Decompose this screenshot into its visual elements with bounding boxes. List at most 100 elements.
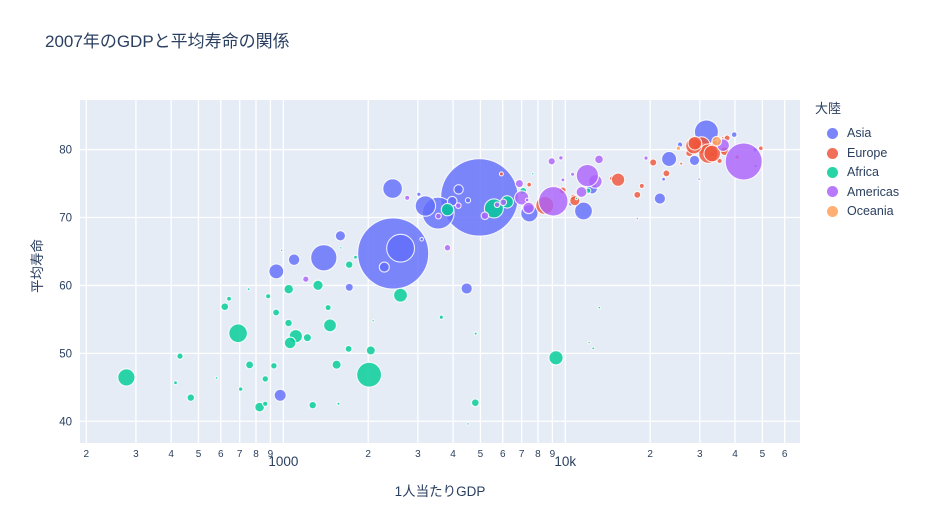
bubble-new-zealand[interactable] bbox=[675, 145, 682, 151]
bubble-united-kingdom[interactable] bbox=[703, 144, 722, 163]
bubble-poland[interactable] bbox=[610, 172, 626, 187]
bubble-namibia[interactable] bbox=[473, 331, 478, 336]
bubble-hungary[interactable] bbox=[633, 190, 642, 199]
bubble-rwanda[interactable] bbox=[261, 375, 270, 383]
bubble-ecuador[interactable] bbox=[514, 179, 524, 189]
bubble-slovenia[interactable] bbox=[679, 161, 684, 166]
bubble-panama[interactable] bbox=[560, 177, 566, 183]
bubble-chile[interactable] bbox=[594, 154, 604, 165]
bubble-brazil[interactable] bbox=[538, 186, 569, 217]
bubble-gambia[interactable] bbox=[246, 287, 251, 292]
bubble-mozambique[interactable] bbox=[254, 401, 265, 413]
bubble-mali[interactable] bbox=[284, 318, 293, 328]
bubble-jamaica[interactable] bbox=[524, 197, 530, 203]
bubble-slovak-republic[interactable] bbox=[638, 182, 645, 189]
bubble-nigeria[interactable] bbox=[356, 361, 383, 388]
bubble-burkina-faso[interactable] bbox=[302, 333, 312, 343]
bubble-congo-dem-rep[interactable] bbox=[117, 368, 136, 387]
bubble-kenya[interactable] bbox=[323, 318, 337, 333]
bubble-korea-rep[interactable] bbox=[661, 150, 678, 168]
bubble-cambodia[interactable] bbox=[344, 282, 354, 292]
bubble-peru[interactable] bbox=[522, 201, 535, 215]
bubble-comoros[interactable] bbox=[279, 248, 284, 253]
bubble-zambia[interactable] bbox=[308, 400, 317, 410]
bubble-mexico[interactable] bbox=[575, 163, 600, 188]
bubble-yemen-rep[interactable] bbox=[378, 261, 390, 273]
bubble-puerto-rico[interactable] bbox=[643, 155, 649, 161]
bubble-mongolia[interactable] bbox=[419, 236, 425, 242]
bubble-vietnam[interactable] bbox=[382, 178, 403, 199]
bubble-haiti[interactable] bbox=[302, 275, 310, 283]
legend-item-africa[interactable]: Africa bbox=[813, 163, 899, 182]
bubble-south-africa[interactable] bbox=[548, 350, 564, 366]
bubble-niger[interactable] bbox=[220, 302, 230, 312]
bubble-mauritania[interactable] bbox=[353, 254, 358, 260]
bubble-iran[interactable] bbox=[574, 201, 593, 221]
bubble-nepal[interactable] bbox=[287, 253, 301, 266]
bubble-morocco[interactable] bbox=[440, 202, 455, 217]
bubble-madagascar[interactable] bbox=[283, 283, 294, 295]
bubble-spain[interactable] bbox=[687, 135, 703, 151]
bubble-albania[interactable] bbox=[498, 171, 504, 177]
bubble-czech-republic[interactable] bbox=[662, 169, 671, 178]
bubble-central-african-republic[interactable] bbox=[237, 386, 244, 392]
bubble-dominican-republic[interactable] bbox=[499, 198, 508, 207]
bubble-colombia[interactable] bbox=[514, 190, 530, 206]
bubble-guatemala[interactable] bbox=[480, 211, 490, 221]
bubble-trinidad-and-tobago[interactable] bbox=[635, 216, 640, 221]
bubble-mauritius[interactable] bbox=[574, 196, 579, 201]
bubble-uruguay[interactable] bbox=[570, 171, 576, 177]
bubble-liberia[interactable] bbox=[173, 380, 178, 386]
legend-item-oceania[interactable]: Oceania bbox=[813, 202, 899, 221]
bubble-congo-rep[interactable] bbox=[438, 314, 444, 320]
plot-area[interactable] bbox=[80, 100, 800, 443]
bubble-philippines[interactable] bbox=[414, 195, 437, 217]
bubble-chad[interactable] bbox=[344, 344, 353, 353]
bubble-guinea[interactable] bbox=[272, 308, 281, 317]
bubble-sudan[interactable] bbox=[393, 287, 408, 303]
bubble-venezuela[interactable] bbox=[575, 186, 588, 198]
bubble-angola[interactable] bbox=[470, 398, 480, 408]
bubble-bolivia[interactable] bbox=[443, 243, 452, 252]
bubble-el-salvador[interactable] bbox=[493, 201, 501, 209]
bubble-pakistan[interactable] bbox=[386, 233, 416, 263]
bubble-united-states[interactable] bbox=[724, 142, 763, 181]
bubble-cuba[interactable] bbox=[547, 157, 556, 166]
bubble-norway[interactable] bbox=[757, 145, 764, 152]
bubble-equatorial-guinea[interactable] bbox=[587, 340, 591, 345]
bubble-swaziland[interactable] bbox=[466, 422, 470, 426]
bubble-bosnia-and-herzegovina[interactable] bbox=[526, 181, 533, 188]
bubble-ghana[interactable] bbox=[312, 279, 324, 291]
bubble-malawi[interactable] bbox=[245, 360, 255, 370]
bubble-senegal[interactable] bbox=[344, 260, 354, 269]
bubble-korea-dem-rep[interactable] bbox=[334, 230, 347, 242]
bubble-guinea-bissau[interactable] bbox=[214, 376, 219, 380]
bubble-paraguay[interactable] bbox=[454, 202, 462, 209]
bubble-west-bank-and-gaza[interactable] bbox=[416, 191, 422, 197]
bubble-zimbabwe[interactable] bbox=[186, 393, 196, 402]
bubble-ethiopia[interactable] bbox=[228, 323, 248, 344]
bubble-eritrea[interactable] bbox=[226, 295, 232, 302]
bubble-hong-kong-china[interactable] bbox=[730, 131, 738, 138]
bubble-costa-rica[interactable] bbox=[558, 155, 564, 161]
bubble-gabon[interactable] bbox=[597, 305, 602, 310]
bubble-portugal[interactable] bbox=[649, 158, 658, 167]
bubble-benin[interactable] bbox=[324, 304, 332, 312]
bubble-botswana[interactable] bbox=[591, 346, 596, 351]
legend-item-americas[interactable]: Americas bbox=[813, 182, 899, 201]
bubble-cote-d-ivoire[interactable] bbox=[331, 359, 342, 370]
bubble-djibouti[interactable] bbox=[371, 319, 375, 323]
bubble-nicaragua[interactable] bbox=[404, 194, 411, 201]
legend-item-europe[interactable]: Europe bbox=[813, 143, 899, 162]
bubble-togo[interactable] bbox=[265, 293, 272, 300]
bubble-cameroon[interactable] bbox=[365, 345, 376, 356]
bubble-syria[interactable] bbox=[453, 184, 464, 195]
bubble-sierra-leone[interactable] bbox=[262, 400, 269, 407]
bubble-afghanistan[interactable] bbox=[273, 388, 287, 402]
bubble-bangladesh[interactable] bbox=[310, 244, 338, 272]
bubble-romania[interactable] bbox=[569, 195, 581, 207]
bubble-iceland[interactable] bbox=[720, 135, 725, 140]
bubble-saudi-arabia[interactable] bbox=[653, 192, 667, 205]
bubble-iraq[interactable] bbox=[460, 282, 473, 295]
bubble-lesotho[interactable] bbox=[336, 401, 341, 406]
